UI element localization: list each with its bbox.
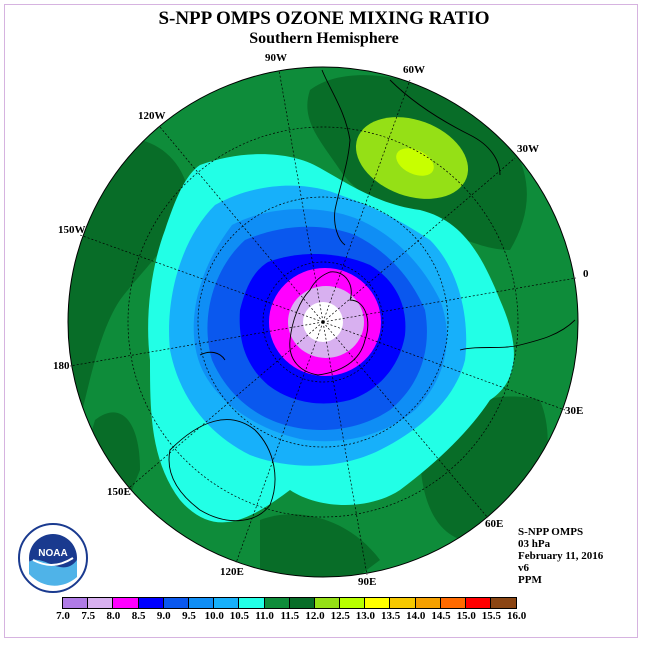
colorbar-tick-label: 9.5 bbox=[182, 610, 196, 622]
patch-12-sw bbox=[80, 412, 140, 520]
noaa-logo: NOAA bbox=[18, 523, 88, 593]
colorbar-swatch-4 bbox=[163, 598, 189, 608]
lon-label-90w: 90W bbox=[265, 52, 287, 64]
lat-30 bbox=[127, 126, 519, 518]
colorbar-tick-label: 7.0 bbox=[56, 610, 70, 622]
ozone-field bbox=[68, 67, 578, 577]
map-subtitle: Southern Hemisphere bbox=[249, 30, 399, 47]
colorbar-tick-label: 7.5 bbox=[81, 610, 96, 622]
meridian-60w bbox=[322, 79, 411, 323]
colorbar-tick-label: 14.0 bbox=[406, 610, 426, 622]
colorbar-swatch-9 bbox=[289, 598, 315, 608]
colorbar-swatch-16 bbox=[466, 598, 492, 608]
colorbar-swatch-15 bbox=[440, 598, 466, 608]
colorbar-tick-label: 15.5 bbox=[481, 610, 502, 622]
lon-label-30e: 30E bbox=[565, 405, 584, 417]
meridian-90e bbox=[322, 321, 368, 576]
lon-label-150w: 150W bbox=[58, 224, 86, 236]
colorbar-swatch-8 bbox=[264, 598, 290, 608]
colorbar-tick-label: 9.0 bbox=[156, 610, 171, 622]
meridian-180 bbox=[69, 321, 324, 367]
south-america-east-coast bbox=[389, 79, 501, 176]
lon-label-30w: 30W bbox=[517, 143, 539, 155]
colorbar-swatch-2 bbox=[113, 598, 139, 608]
lat-70 bbox=[262, 261, 384, 383]
colorbar-swatch-3 bbox=[138, 598, 164, 608]
lon-label-90e: 90E bbox=[358, 576, 377, 588]
meta-date: February 11, 2016 bbox=[518, 550, 604, 562]
colorbar-swatch-11 bbox=[340, 598, 366, 608]
colorbar-tick-label: 13.0 bbox=[355, 610, 376, 622]
noaa-logo-text: NOAA bbox=[38, 548, 67, 559]
colorbar-tick-label: 12.0 bbox=[305, 610, 325, 622]
patch-12-south bbox=[260, 514, 380, 577]
colorbar-swatch-1 bbox=[88, 598, 114, 608]
colorbar bbox=[62, 597, 518, 609]
colorbar-tick-label: 12.5 bbox=[330, 610, 350, 622]
lon-label-150e: 150E bbox=[107, 486, 131, 498]
coastlines bbox=[168, 69, 576, 522]
colorbar-tick-label: 11.0 bbox=[255, 610, 274, 622]
colorbar-tick-label: 10.5 bbox=[229, 610, 250, 622]
colorbar-tick-label: 8.5 bbox=[131, 610, 146, 622]
meta-instrument: S-NPP OMPS bbox=[518, 526, 584, 538]
colorbar-tick-label: 13.5 bbox=[380, 610, 401, 622]
lon-label-120e: 120E bbox=[220, 566, 244, 578]
colorbar-swatch-7 bbox=[239, 598, 265, 608]
meta-version: v6 bbox=[518, 562, 529, 574]
antarctica-coast bbox=[289, 271, 369, 376]
lon-label-60w: 60W bbox=[403, 64, 425, 76]
meridian-30e bbox=[322, 321, 566, 411]
meta-level: 03 hPa bbox=[518, 538, 551, 550]
lon-label-120w: 120W bbox=[138, 110, 166, 122]
colorbar-swatch-10 bbox=[314, 598, 341, 608]
colorbar-tick-label: 8.0 bbox=[106, 610, 121, 622]
south-america-west-coast bbox=[321, 69, 351, 246]
colorbar-swatch-12 bbox=[365, 598, 391, 608]
map-boundary bbox=[67, 66, 579, 578]
colorbar-tick-label: 14.5 bbox=[431, 610, 451, 622]
meridian-60e bbox=[322, 321, 489, 519]
colorbar-swatch-6 bbox=[214, 598, 240, 608]
colorbar-swatch-5 bbox=[188, 598, 215, 608]
colorbar-swatch-14 bbox=[415, 598, 441, 608]
africa-coast bbox=[459, 319, 576, 351]
lon-label-0: 0 bbox=[583, 268, 589, 280]
meridian-90w bbox=[278, 69, 324, 323]
meta-units: PPM bbox=[518, 574, 542, 586]
figure-frame bbox=[4, 4, 638, 638]
lon-label-60e: 60E bbox=[485, 518, 504, 530]
colorbar-tick-label: 10.0 bbox=[204, 610, 224, 622]
graticule bbox=[69, 69, 577, 576]
australia-coast bbox=[168, 419, 276, 522]
map-title: S-NPP OMPS OZONE MIXING RATIO bbox=[158, 8, 490, 29]
colorbar-tick-label: 16.0 bbox=[506, 610, 527, 622]
colorbar-swatch-17 bbox=[491, 598, 517, 608]
colorbar-swatch-0 bbox=[63, 598, 89, 608]
meridian-150w bbox=[79, 234, 324, 323]
meridian-120e bbox=[235, 321, 324, 564]
colorbar-swatch-13 bbox=[390, 598, 416, 608]
meridian-0 bbox=[322, 277, 577, 323]
colorbar-tick-label: 15.0 bbox=[456, 610, 476, 622]
lon-label-180: 180 bbox=[53, 360, 70, 372]
map-metadata: S-NPP OMPS 03 hPa February 11, 2016 v6 P… bbox=[518, 526, 603, 586]
colorbar-ticks: 7.0 7.5 8.0 8.5 9.0 9.5 10.0 10.5 11.0 11.5 12.0 12… bbox=[0, 610, 648, 624]
lat-50 bbox=[197, 196, 449, 448]
colorbar-tick-label: 11.5 bbox=[280, 610, 300, 622]
